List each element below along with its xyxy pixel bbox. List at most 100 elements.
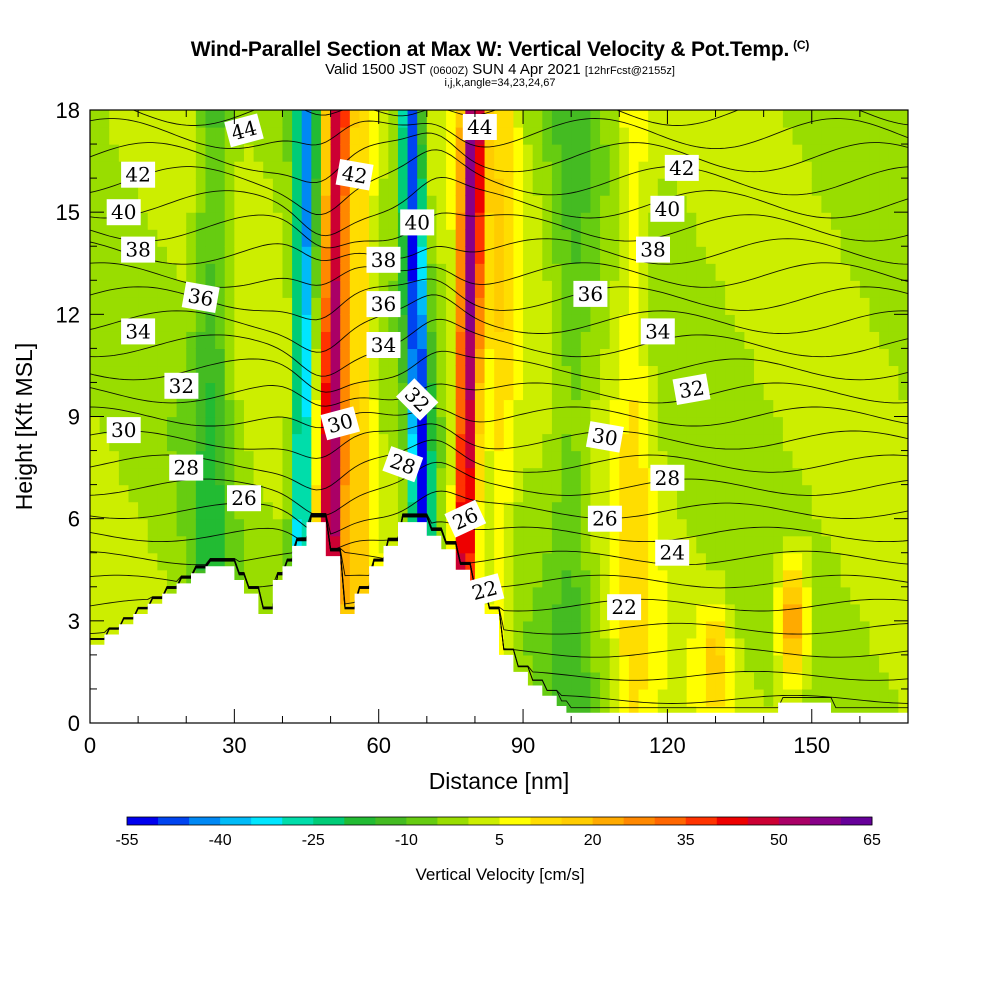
velocity-cell [388,314,399,332]
velocity-cell [542,467,553,486]
velocity-cell [792,467,803,486]
velocity-cell [397,195,409,213]
contour-label-bg [672,373,711,406]
velocity-cell [782,450,794,469]
velocity-cell [561,110,572,128]
velocity-cell [513,280,524,298]
velocity-cell [821,603,832,622]
velocity-cell [840,348,851,367]
velocity-cell [609,450,620,469]
velocity-cell [166,569,178,588]
velocity-cell [484,416,495,435]
velocity-cell [542,671,553,690]
velocity-cell [705,110,717,128]
velocity-cell [879,586,890,605]
velocity-cell [840,331,851,349]
velocity-cell [340,501,351,520]
velocity-cell [234,212,245,230]
contour-label-text: 40 [655,197,680,221]
velocity-cell [561,501,572,520]
velocity-cell [349,110,361,128]
velocity-cell [215,314,226,332]
velocity-cell [272,229,284,247]
velocity-cell [763,297,774,315]
velocity-cell [888,501,899,520]
velocity-cell [840,314,851,332]
velocity-cell [359,535,370,554]
velocity-cell [734,161,745,179]
velocity-cell [301,467,312,486]
velocity-cell [888,212,899,230]
velocity-cell [600,688,611,707]
velocity-cell [359,331,370,349]
velocity-cell [359,127,370,145]
velocity-cell [436,484,447,503]
velocity-cell [590,382,601,401]
velocity-cell [628,552,640,571]
velocity-cell [667,484,678,503]
velocity-cell [619,263,630,281]
velocity-cell [657,127,669,145]
velocity-cell [600,314,611,332]
velocity-cell [272,212,284,230]
velocity-cell [503,569,515,588]
velocity-cell [551,433,563,452]
velocity-cell [340,552,351,571]
velocity-cell [542,416,553,435]
velocity-cell [455,348,466,367]
velocity-cell [638,399,649,418]
velocity-cell [744,399,755,418]
velocity-cell [99,280,110,298]
contour-label: 34 [121,318,156,345]
velocity-cell [686,501,697,520]
velocity-cell [523,331,534,349]
velocity-cell [311,314,322,332]
velocity-cell [330,229,341,247]
velocity-cell [600,552,611,571]
velocity-cell [263,212,274,230]
velocity-cell [330,280,341,298]
velocity-cell [503,263,515,281]
velocity-cell [455,212,466,230]
velocity-cell [561,552,572,571]
velocity-cell [638,382,649,401]
velocity-cell [243,552,255,571]
velocity-cell [513,484,524,503]
velocity-cell [609,365,620,384]
velocity-cell [869,535,880,554]
velocity-cell [484,535,495,554]
velocity-cell [330,212,341,230]
velocity-cell [195,433,207,452]
velocity-cell [580,161,592,179]
velocity-cell [734,586,745,605]
velocity-cell [330,331,341,349]
velocity-cell [580,263,592,281]
velocity-cell [99,212,110,230]
velocity-cell [455,382,466,401]
velocity-cell [455,229,466,247]
velocity-cell [859,382,871,401]
velocity-cell [725,569,736,588]
velocity-cell [397,127,409,145]
velocity-cell [773,433,784,452]
velocity-cell [869,569,880,588]
velocity-cell [542,399,553,418]
y-tick-label: 12 [56,302,80,327]
velocity-cell [138,586,149,605]
velocity-cell [186,229,197,247]
velocity-cell [734,450,745,469]
velocity-cell [263,518,274,537]
velocity-cell [792,161,803,179]
velocity-cell [725,127,736,145]
velocity-cell [696,688,707,707]
y-tick-label: 0 [68,711,80,736]
velocity-cell [195,331,207,349]
velocity-cell [166,127,178,145]
velocity-cell [600,484,611,503]
velocity-cell [831,246,842,264]
velocity-cell [532,416,543,435]
velocity-cell [628,246,640,264]
velocity-cell [349,331,361,349]
velocity-cell [609,399,620,418]
velocity-cell [224,195,235,213]
